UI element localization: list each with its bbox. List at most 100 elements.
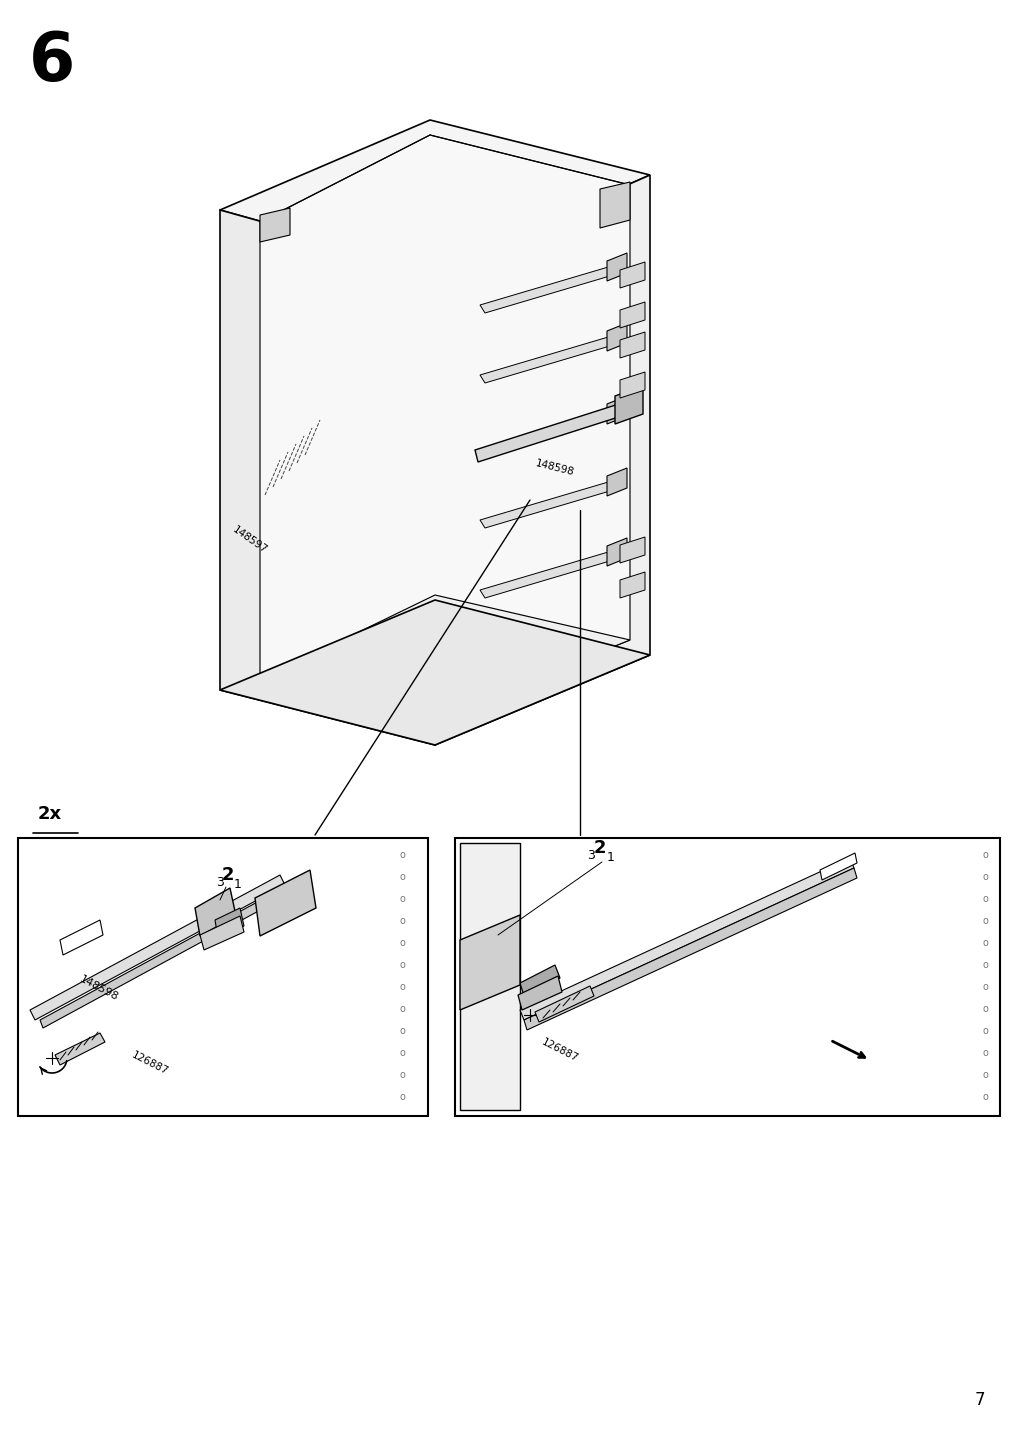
Polygon shape — [600, 182, 630, 228]
Circle shape — [613, 266, 620, 274]
Text: 3: 3 — [586, 849, 594, 862]
Polygon shape — [615, 387, 642, 424]
Circle shape — [288, 905, 295, 912]
Circle shape — [624, 392, 632, 401]
Bar — [455, 838, 999, 1116]
Circle shape — [217, 914, 225, 921]
Circle shape — [394, 874, 404, 884]
Polygon shape — [40, 886, 288, 1028]
Polygon shape — [260, 135, 630, 720]
Circle shape — [472, 964, 480, 972]
Circle shape — [613, 337, 620, 344]
Text: 3: 3 — [216, 875, 223, 888]
Circle shape — [629, 553, 634, 557]
Circle shape — [977, 1034, 985, 1042]
Circle shape — [629, 339, 634, 345]
Text: 148597: 148597 — [231, 524, 269, 556]
Text: o: o — [398, 1070, 404, 1080]
Polygon shape — [819, 853, 856, 881]
Circle shape — [472, 944, 480, 952]
Circle shape — [613, 544, 620, 550]
Polygon shape — [214, 908, 244, 938]
Polygon shape — [479, 550, 620, 599]
Circle shape — [637, 258, 642, 262]
Polygon shape — [620, 302, 644, 328]
Polygon shape — [60, 919, 103, 955]
Circle shape — [613, 259, 620, 265]
Polygon shape — [607, 253, 627, 281]
Circle shape — [394, 972, 404, 982]
Circle shape — [339, 483, 344, 487]
Circle shape — [613, 328, 620, 335]
Circle shape — [637, 587, 642, 593]
Text: o: o — [398, 894, 404, 904]
Polygon shape — [479, 480, 620, 528]
Circle shape — [277, 248, 282, 252]
Circle shape — [277, 547, 282, 553]
Circle shape — [977, 1054, 985, 1063]
Circle shape — [277, 368, 282, 372]
Text: 2: 2 — [221, 866, 234, 884]
Circle shape — [472, 924, 480, 932]
Circle shape — [977, 974, 985, 982]
Text: o: o — [981, 916, 987, 927]
Circle shape — [637, 198, 642, 202]
Circle shape — [282, 891, 289, 898]
Circle shape — [624, 402, 632, 411]
Text: o: o — [981, 894, 987, 904]
Text: o: o — [981, 872, 987, 882]
Circle shape — [977, 954, 985, 962]
Polygon shape — [520, 965, 559, 997]
Polygon shape — [479, 408, 620, 458]
Circle shape — [977, 894, 985, 902]
Circle shape — [394, 914, 404, 924]
Text: 6: 6 — [28, 29, 75, 95]
Circle shape — [394, 1032, 404, 1042]
Polygon shape — [200, 916, 244, 949]
Polygon shape — [219, 120, 649, 271]
Circle shape — [208, 921, 215, 929]
Polygon shape — [607, 468, 627, 495]
Circle shape — [43, 1050, 60, 1065]
Circle shape — [613, 401, 620, 408]
Circle shape — [485, 932, 493, 939]
Circle shape — [637, 438, 642, 442]
Polygon shape — [520, 858, 853, 1020]
Polygon shape — [219, 600, 649, 745]
Circle shape — [629, 278, 634, 282]
Circle shape — [274, 896, 281, 904]
Polygon shape — [607, 538, 627, 566]
Circle shape — [394, 894, 404, 904]
Circle shape — [394, 1053, 404, 1063]
Text: o: o — [398, 959, 404, 969]
Text: 126887: 126887 — [540, 1037, 579, 1064]
Circle shape — [637, 467, 642, 473]
Text: o: o — [398, 872, 404, 882]
Text: o: o — [398, 1004, 404, 1014]
Polygon shape — [518, 977, 561, 1010]
Text: o: o — [398, 1025, 404, 1035]
Circle shape — [277, 487, 282, 493]
Circle shape — [394, 954, 404, 962]
Polygon shape — [255, 871, 315, 937]
Text: o: o — [981, 1025, 987, 1035]
Circle shape — [613, 410, 620, 417]
Circle shape — [637, 617, 642, 623]
Text: o: o — [981, 1093, 987, 1103]
Circle shape — [333, 493, 337, 497]
Text: o: o — [981, 938, 987, 948]
Circle shape — [637, 378, 642, 382]
Text: o: o — [981, 1070, 987, 1080]
Circle shape — [629, 318, 634, 322]
Text: o: o — [398, 851, 404, 861]
Circle shape — [637, 527, 642, 533]
Circle shape — [629, 309, 634, 315]
Polygon shape — [620, 262, 644, 288]
Circle shape — [977, 914, 985, 922]
Text: o: o — [981, 959, 987, 969]
Polygon shape — [620, 332, 644, 358]
Circle shape — [637, 408, 642, 412]
Polygon shape — [479, 265, 620, 314]
Circle shape — [977, 1071, 985, 1078]
Text: 148598: 148598 — [78, 974, 120, 1002]
